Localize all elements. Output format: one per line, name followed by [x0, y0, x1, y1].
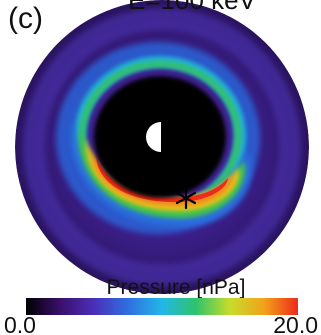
panel-label: (c) [8, 2, 43, 35]
chart-title: E=100 keV [128, 0, 257, 15]
crescent-red-core [96, 157, 228, 203]
heatmap-disc [15, 0, 309, 294]
earth-icon [146, 122, 176, 152]
colorbar: Pressure [nPa] 0.0 20.0 [4, 276, 318, 335]
colorbar-label: Pressure [nPa] [107, 276, 246, 299]
outer-band [23, 8, 301, 286]
colorbar-max-label: 20.0 [273, 312, 318, 335]
asterisk-marker [175, 186, 197, 210]
colorbar-gradient [26, 298, 298, 315]
colorbar-min-label: 0.0 [4, 312, 36, 335]
